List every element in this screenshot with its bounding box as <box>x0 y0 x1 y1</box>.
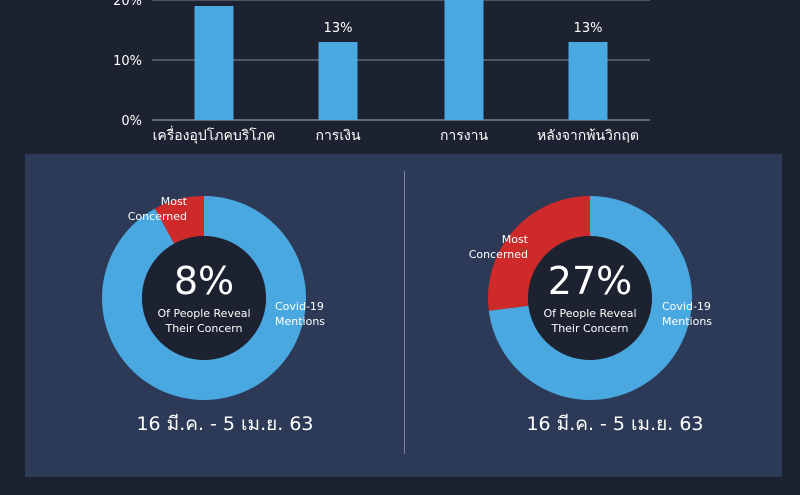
x-tick-label: เครื่องอุปโภคบริโภค <box>153 126 276 144</box>
bar <box>444 0 484 120</box>
donut-slice-most-concerned <box>488 196 590 311</box>
slice-label-covid-mentions: Covid-19 <box>662 300 711 313</box>
slice-label-covid-mentions: Covid-19 <box>275 300 324 313</box>
donut-hole <box>528 236 652 360</box>
panel-divider <box>404 171 405 454</box>
x-tick-label: หลังจากพ้นวิกฤต <box>537 128 639 144</box>
donut-slice-covid-mentions <box>488 196 692 400</box>
y-tick-label: 20% <box>113 0 142 9</box>
donut-panel: 8% Of People Reveal Their Concern Most Conce… <box>25 154 782 477</box>
slice-label-most-concerned: Concerned <box>128 210 187 223</box>
slice-label-most-concerned: Most <box>502 233 529 246</box>
donut-chart-left: 8% Of People Reveal Their Concern Most Conce… <box>102 195 325 400</box>
donut-center-caption: Their Concern <box>550 322 628 335</box>
donut-slice-covid-mentions <box>102 196 307 400</box>
date-range-left: 16 มี.ค. - 5 เม.ย. 63 <box>136 413 314 435</box>
y-tick-label: 10% <box>113 54 142 69</box>
donut-center-caption: Of People Reveal <box>157 307 250 320</box>
y-tick-label: 0% <box>121 114 142 129</box>
bar <box>568 42 608 120</box>
bar <box>318 42 358 120</box>
donut-center-value: 8% <box>174 259 234 303</box>
slice-label-most-concerned: Most <box>161 195 188 208</box>
bar <box>194 6 234 120</box>
donut-hole <box>142 236 266 360</box>
donut-slice-most-concerned <box>154 196 204 244</box>
donut-center-value: 27% <box>548 259 632 303</box>
slice-label-covid-mentions: Mentions <box>275 315 325 328</box>
bar-data-label: 13% <box>324 21 353 36</box>
x-tick-label: การเงิน <box>315 128 360 144</box>
x-tick-label: การงาน <box>440 128 489 144</box>
donut-center-caption: Their Concern <box>164 322 242 335</box>
donut-center-caption: Of People Reveal <box>543 307 636 320</box>
date-range-right: 16 มี.ค. - 5 เม.ย. 63 <box>526 413 704 435</box>
slice-label-most-concerned: Concerned <box>469 248 528 261</box>
cropped-footer-text <box>0 480 800 495</box>
slice-label-covid-mentions: Mentions <box>662 315 712 328</box>
bar-chart: 0% 10% 20% เครื่องอุปโภคบริโภค 13% การเงิน การ… <box>113 0 650 144</box>
bar-data-label: 13% <box>574 21 603 36</box>
